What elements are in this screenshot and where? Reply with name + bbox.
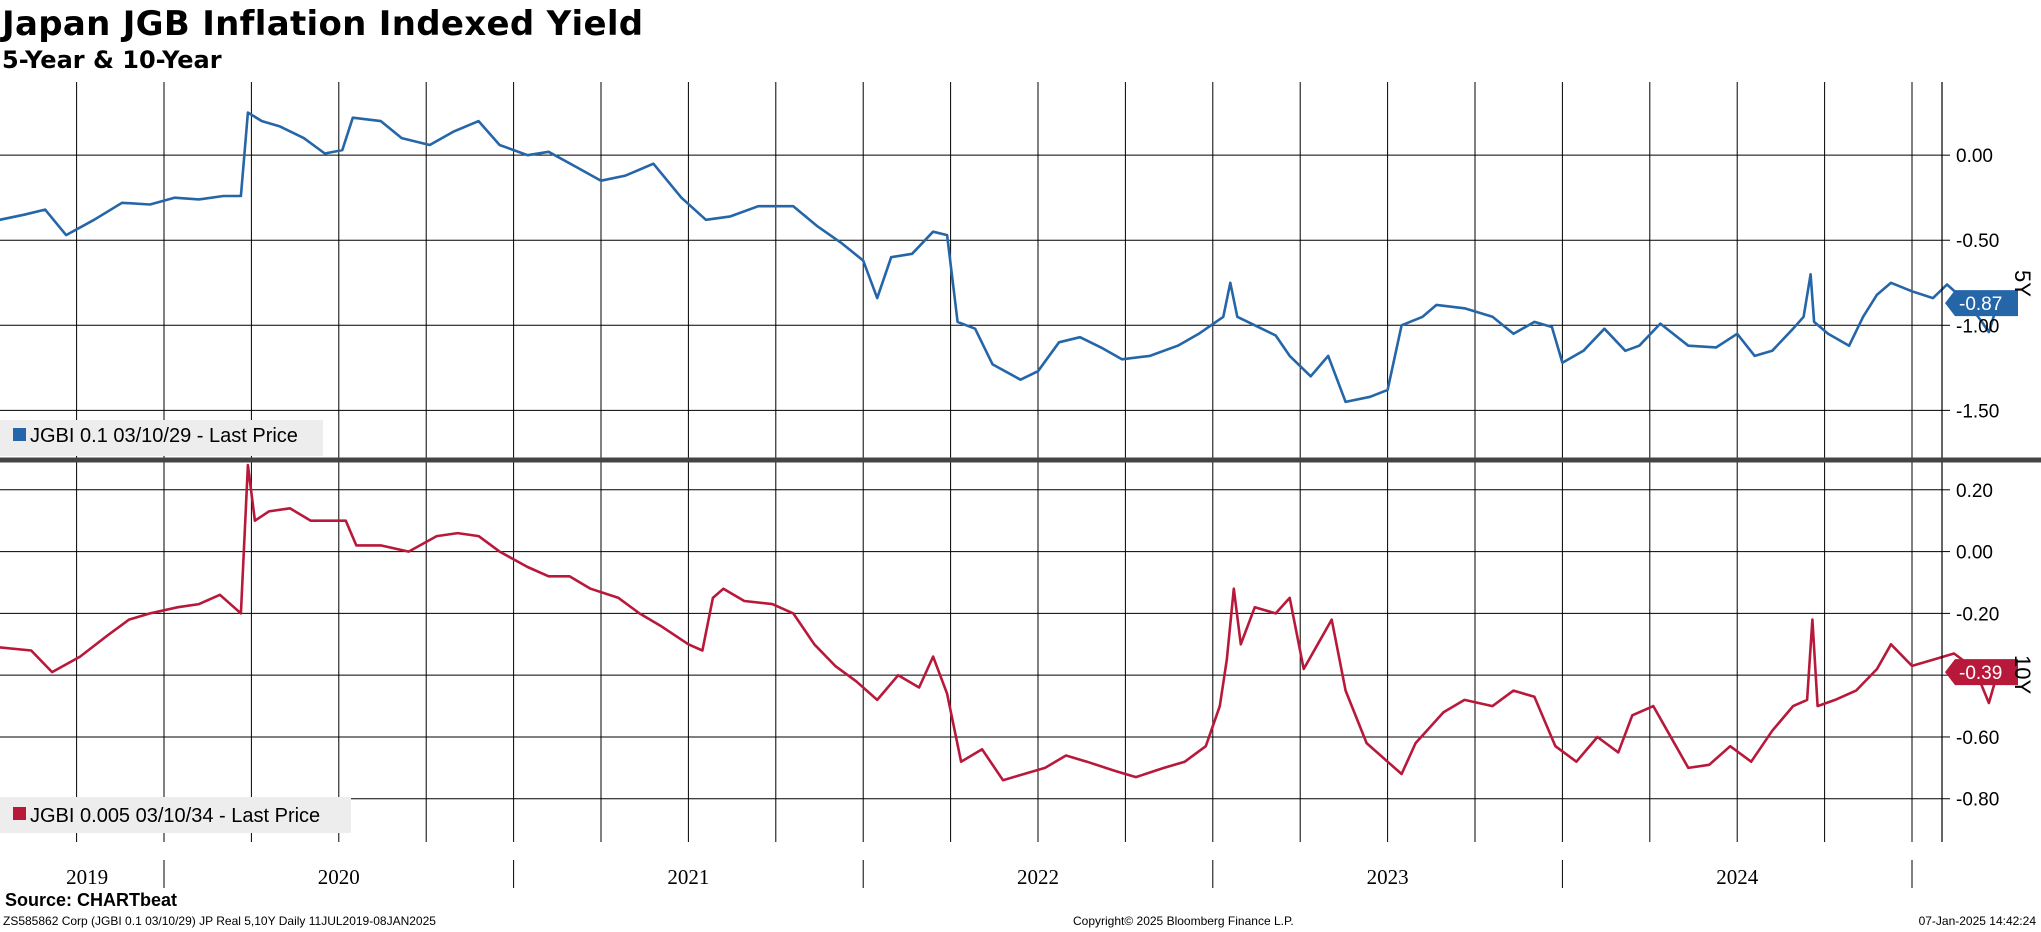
top-last-value-label: -0.87 — [1959, 294, 2002, 315]
legend-swatch-10y — [13, 807, 26, 820]
legend-top: JGBI 0.1 03/10/29 - Last Price — [0, 420, 323, 456]
x-tick-label-2019: 2019 — [66, 865, 108, 889]
legend-label-10y: JGBI 0.005 03/10/34 - Last Price — [30, 805, 320, 827]
bottom-ytick-label-0: 0.20 — [1956, 481, 1993, 502]
top-series-line — [0, 111, 1999, 404]
x-tick-label-2023: 2023 — [1367, 865, 1409, 889]
axes: 0.00 -0.50 -1.00 -1.50 -0.87 5Y 0.20 0.00 -0.20 -… — [0, 82, 2041, 889]
bottom-ytick-label-1: 0.00 — [1956, 543, 1993, 564]
footer-timestamp: 07-Jan-2025 14:42:24 — [1918, 914, 2036, 928]
bottom-series-line — [0, 463, 1999, 782]
legend-bottom: JGBI 0.005 03/10/34 - Last Price — [0, 797, 351, 833]
chart-title: Japan JGB Inflation Indexed Yield — [2, 4, 644, 44]
x-tick-label-2022: 2022 — [1017, 865, 1059, 889]
footer-ticker-info: ZS585862 Corp (JGBI 0.1 03/10/29) JP Rea… — [3, 914, 436, 928]
x-tick-label-2020: 2020 — [318, 865, 360, 889]
bottom-panel-grid — [0, 462, 1942, 842]
bottom-axis-label: 10Y — [2010, 655, 2035, 694]
bottom-ytick-label-4: -0.60 — [1956, 728, 1999, 749]
footer-copyright: Copyright© 2025 Bloomberg Finance L.P. — [1073, 914, 1294, 928]
bottom-last-value-label: -0.39 — [1959, 663, 2002, 684]
top-axis-label: 5Y — [2010, 270, 2035, 297]
top-last-value-bg — [1945, 290, 2018, 317]
top-last-value-tag: -0.87 — [1945, 290, 2018, 317]
x-tick-label-2021: 2021 — [667, 865, 709, 889]
top-ytick-label-0: 0.00 — [1956, 146, 1993, 167]
top-ytick-label-2: -1.00 — [1956, 316, 1999, 337]
top-ytick-label-3: -1.50 — [1956, 401, 1999, 422]
top-ytick-label-1: -0.50 — [1956, 231, 1999, 252]
top-panel-grid — [0, 82, 1942, 458]
legend-swatch-5y — [13, 428, 26, 441]
bottom-ytick-label-5: -0.80 — [1956, 790, 1999, 811]
bottom-last-value-bg — [1945, 659, 2018, 686]
source-note: Source: CHARTbeat — [5, 890, 178, 910]
x-tick-label-2024: 2024 — [1716, 865, 1759, 889]
top-panel-series — [0, 111, 1999, 404]
legend-label-5y: JGBI 0.1 03/10/29 - Last Price — [30, 425, 298, 447]
chart-subtitle: 5-Year & 10-Year — [2, 46, 222, 74]
bottom-panel-series — [0, 463, 1999, 782]
bottom-ytick-label-2: -0.20 — [1956, 604, 1999, 625]
bottom-last-value-tag: -0.39 — [1945, 659, 2018, 686]
